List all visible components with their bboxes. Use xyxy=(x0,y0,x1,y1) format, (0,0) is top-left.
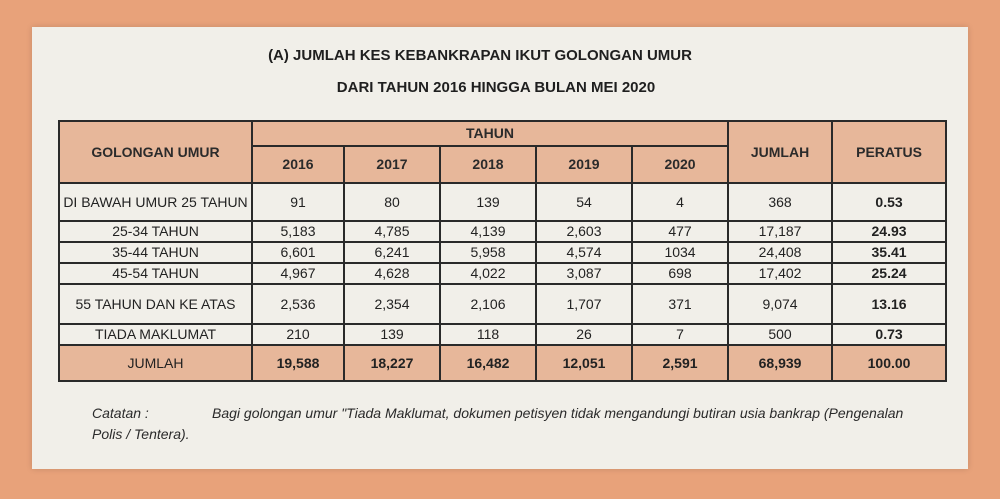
table-row: 45-54 TAHUN 4,967 4,628 4,022 3,087 698 … xyxy=(58,262,948,285)
header-year: 2018 xyxy=(439,145,537,184)
cell-value: 4,574 xyxy=(535,241,633,264)
table-row: DI BAWAH UMUR 25 TAHUN 91 80 139 54 4 36… xyxy=(58,182,948,222)
cell-value: 2,603 xyxy=(535,220,633,243)
cell-value: 6,241 xyxy=(343,241,441,264)
header-peratus: PERATUS xyxy=(831,120,948,184)
table-row: TIADA MAKLUMAT 210 139 118 26 7 500 0.73 xyxy=(58,323,948,346)
cell-value: 5,958 xyxy=(439,241,537,264)
cell-value: 2,354 xyxy=(343,283,441,325)
table-row: 55 TAHUN DAN KE ATAS 2,536 2,354 2,106 1… xyxy=(58,283,948,325)
total-value: 2,591 xyxy=(630,344,730,382)
cell-value: 54 xyxy=(535,182,633,222)
cell-jumlah: 24,408 xyxy=(727,241,834,264)
cell-value: 5,183 xyxy=(251,220,345,243)
cell-jumlah: 9,074 xyxy=(727,283,834,325)
cell-peratus: 0.53 xyxy=(831,182,948,222)
total-jumlah: 68,939 xyxy=(727,344,834,382)
row-label: 35-44 TAHUN xyxy=(58,241,253,264)
header-year: 2020 xyxy=(630,145,730,184)
cell-value: 371 xyxy=(630,283,730,325)
table-subtitle: DARI TAHUN 2016 HINGGA BULAN MEI 2020 xyxy=(336,79,656,96)
cell-jumlah: 368 xyxy=(727,182,834,222)
total-label: JUMLAH xyxy=(58,344,253,382)
cell-value: 4,967 xyxy=(251,262,345,285)
cell-value: 477 xyxy=(630,220,730,243)
total-row: JUMLAH 19,588 18,227 16,482 12,051 2,591… xyxy=(58,344,948,382)
cell-jumlah: 17,187 xyxy=(727,220,834,243)
cell-value: 7 xyxy=(630,323,730,346)
cell-jumlah: 17,402 xyxy=(727,262,834,285)
total-value: 18,227 xyxy=(343,344,441,382)
header-group: GOLONGAN UMUR xyxy=(58,120,253,184)
total-value: 16,482 xyxy=(439,344,537,382)
cell-value: 698 xyxy=(630,262,730,285)
total-value: 19,588 xyxy=(251,344,345,382)
header-row-2: 2016 2017 2018 2019 2020 xyxy=(59,145,946,184)
footnote-text: Bagi golongan umur "Tiada Maklumat, doku… xyxy=(92,405,904,442)
cell-value: 1034 xyxy=(630,241,730,264)
row-label: TIADA MAKLUMAT xyxy=(58,323,253,346)
cell-peratus: 0.73 xyxy=(831,323,948,346)
cell-value: 3,087 xyxy=(535,262,633,285)
cell-value: 6,601 xyxy=(251,241,345,264)
header-year: 2017 xyxy=(343,145,441,184)
table-title: (A) JUMLAH KES KEBANKRAPAN IKUT GOLONGAN… xyxy=(268,47,692,64)
cell-value: 91 xyxy=(251,182,345,222)
cell-jumlah: 500 xyxy=(727,323,834,346)
document-page: (A) JUMLAH KES KEBANKRAPAN IKUT GOLONGAN… xyxy=(32,27,968,469)
cell-peratus: 24.93 xyxy=(831,220,948,243)
cell-peratus: 25.24 xyxy=(831,262,948,285)
cell-value: 4,139 xyxy=(439,220,537,243)
table-row: 25-34 TAHUN 5,183 4,785 4,139 2,603 477 … xyxy=(58,220,948,243)
cell-value: 118 xyxy=(439,323,537,346)
header-tahun: TAHUN xyxy=(250,120,730,147)
cell-value: 210 xyxy=(251,323,345,346)
row-label: 45-54 TAHUN xyxy=(58,262,253,285)
row-label: 55 TAHUN DAN KE ATAS xyxy=(58,283,253,325)
cell-value: 4,022 xyxy=(439,262,537,285)
header-jumlah: JUMLAH xyxy=(727,120,834,184)
header-year: 2016 xyxy=(251,145,345,184)
footnote: Catatan : Bagi golongan umur "Tiada Maklu… xyxy=(92,403,912,445)
row-label: DI BAWAH UMUR 25 TAHUN xyxy=(58,182,253,222)
cell-value: 26 xyxy=(535,323,633,346)
cell-value: 139 xyxy=(343,323,441,346)
cell-value: 2,106 xyxy=(439,283,537,325)
footnote-label: Catatan : xyxy=(92,405,149,421)
table-row: 35-44 TAHUN 6,601 6,241 5,958 4,574 1034… xyxy=(58,241,948,264)
cell-peratus: 13.16 xyxy=(831,283,948,325)
cell-value: 80 xyxy=(343,182,441,222)
row-label: 25-34 TAHUN xyxy=(58,220,253,243)
total-value: 12,051 xyxy=(535,344,633,382)
cell-value: 2,536 xyxy=(251,283,345,325)
cell-value: 4,628 xyxy=(343,262,441,285)
header-row-1: GOLONGAN UMUR TAHUN JUMLAH PERATUS xyxy=(58,120,948,184)
bankruptcy-table: GOLONGAN UMUR TAHUN JUMLAH PERATUS 2016 … xyxy=(58,120,948,382)
cell-value: 4,785 xyxy=(343,220,441,243)
header-year: 2019 xyxy=(535,145,633,184)
cell-value: 139 xyxy=(439,182,537,222)
total-peratus: 100.00 xyxy=(831,344,948,382)
cell-value: 4 xyxy=(630,182,730,222)
cell-peratus: 35.41 xyxy=(831,241,948,264)
cell-value: 1,707 xyxy=(535,283,633,325)
